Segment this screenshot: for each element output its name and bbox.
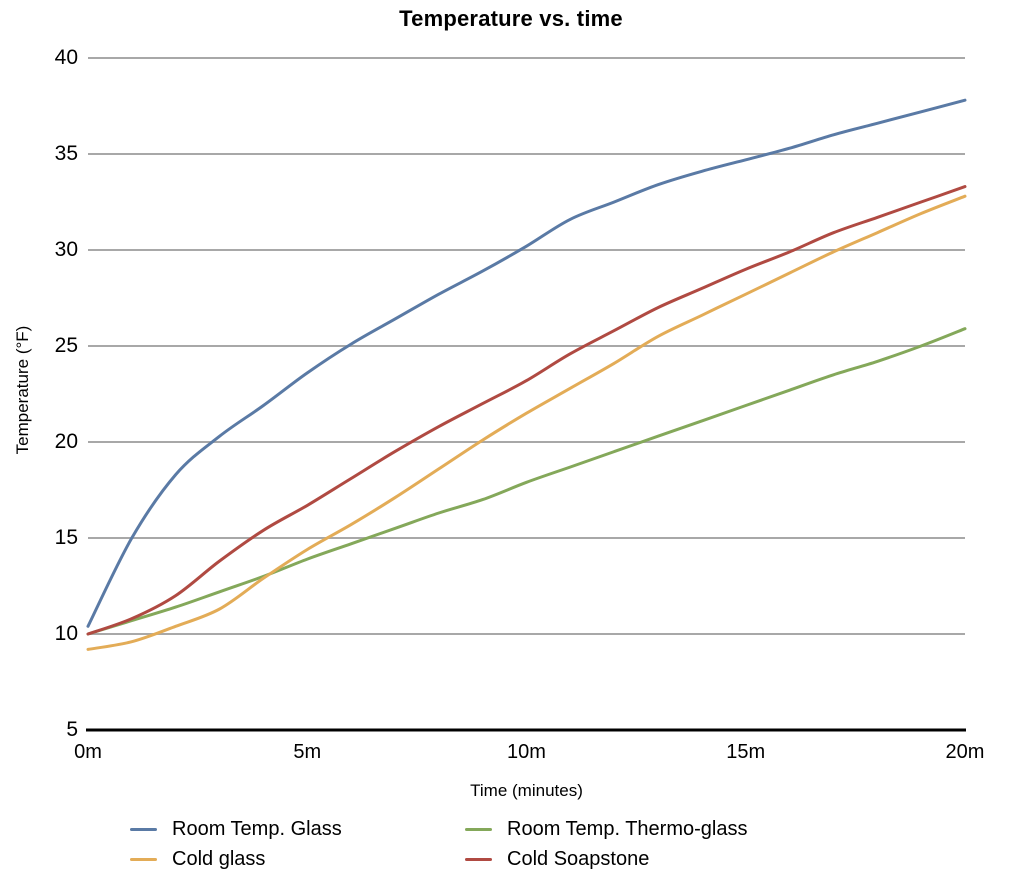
legend-label: Cold Soapstone (507, 848, 650, 870)
y-tick-label: 35 (54, 142, 78, 165)
y-tick-label: 10 (54, 622, 78, 645)
series-line-room-temp-glass (86, 98, 967, 628)
y-tick-label: 30 (54, 238, 78, 261)
y-tick-label: 15 (54, 526, 78, 549)
legend-swatch-cold-soapstone (465, 857, 492, 861)
series-line-cold-soapstone (86, 185, 967, 636)
legend-label: Cold glass (172, 848, 266, 870)
y-tick-label: 20 (54, 430, 78, 453)
y-tick-label: 25 (54, 334, 78, 357)
legend-swatch-room-temp-glass (130, 827, 157, 831)
legend: Room Temp. Glass Room Temp. Thermo-glass… (0, 814, 1022, 880)
x-tick-label: 0m (74, 741, 102, 763)
series-line-cold-glass (86, 194, 967, 651)
legend-label: Room Temp. Thermo-glass (507, 818, 748, 840)
legend-swatch-room-temp-thermo-glass (465, 827, 492, 831)
y-axis-title: Temperature (°F) (13, 325, 32, 455)
legend-item: Room Temp. Thermo-glass (465, 814, 747, 844)
y-tick-label: 40 (54, 46, 78, 69)
legend-swatch-cold-glass (130, 857, 157, 861)
legend-item: Cold Soapstone (465, 844, 649, 874)
chart-title: Temperature vs. time (399, 6, 623, 31)
legend-item: Room Temp. Glass (130, 814, 342, 844)
x-tick-label: 10m (507, 741, 546, 763)
legend-label: Room Temp. Glass (172, 818, 342, 840)
x-axis-title: Time (minutes) (470, 781, 583, 800)
x-tick-label: 5m (293, 741, 322, 763)
legend-item: Cold glass (130, 844, 265, 874)
series-line-room-temp-thermo-glass (86, 327, 967, 636)
x-tick-label: 20m (945, 741, 985, 763)
y-tick-label: 5 (66, 718, 78, 741)
x-tick-label: 15m (726, 741, 766, 763)
